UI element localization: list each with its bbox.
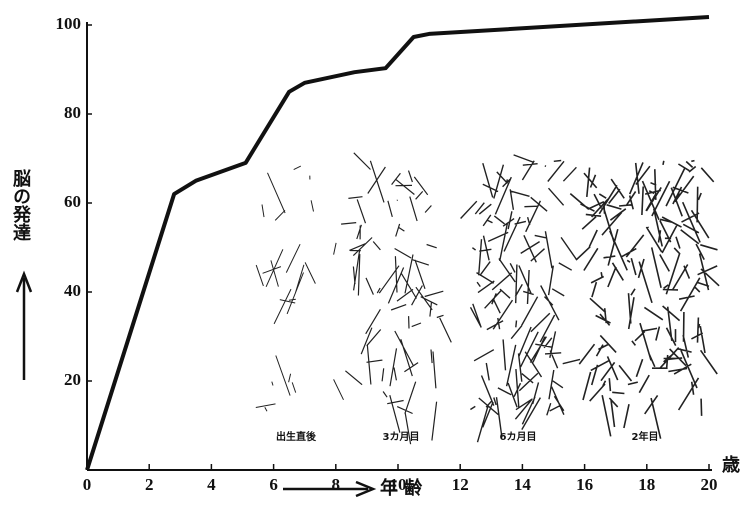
x-tick-label: 12: [452, 475, 469, 494]
x-tick-label: 0: [83, 475, 92, 494]
y-tick-label: 80: [64, 103, 81, 122]
x-tick-label: 10: [390, 475, 407, 494]
neuron-drawing: [256, 166, 344, 411]
x-unit: 歳: [722, 455, 740, 476]
x-tick-label: 8: [332, 475, 341, 494]
y-tick-label: 100: [56, 14, 82, 33]
neuron-drawing: [570, 161, 719, 439]
x-tick-label: 18: [638, 475, 655, 494]
inset-caption: 6カ月目: [500, 431, 537, 443]
x-tick-label: 20: [701, 475, 718, 494]
inset-caption: 2年目: [632, 430, 659, 443]
y-tick-label: 60: [64, 192, 81, 211]
y-tick-label: 40: [64, 281, 81, 300]
y-label: 脳の発達: [10, 169, 32, 242]
insets: 出生直後 3カ月目 6カ月目 2年目: [256, 153, 719, 444]
x-tick-label: 6: [269, 475, 278, 494]
chart: 脳の発達 年 齢 歳 出生直後3カ月目6カ月目2年目 2040608010002…: [0, 0, 751, 527]
neuron-drawing: [341, 153, 451, 444]
inset-caption: 3カ月目: [383, 431, 420, 443]
x-tick-label: 16: [576, 475, 593, 494]
y-tick-label: 20: [64, 370, 81, 389]
x-tick-label: 14: [514, 475, 532, 494]
neuron-drawing: [461, 155, 580, 442]
inset-caption: 出生直後: [276, 430, 317, 443]
x-tick-label: 2: [145, 475, 154, 494]
x-tick-label: 4: [207, 475, 216, 494]
